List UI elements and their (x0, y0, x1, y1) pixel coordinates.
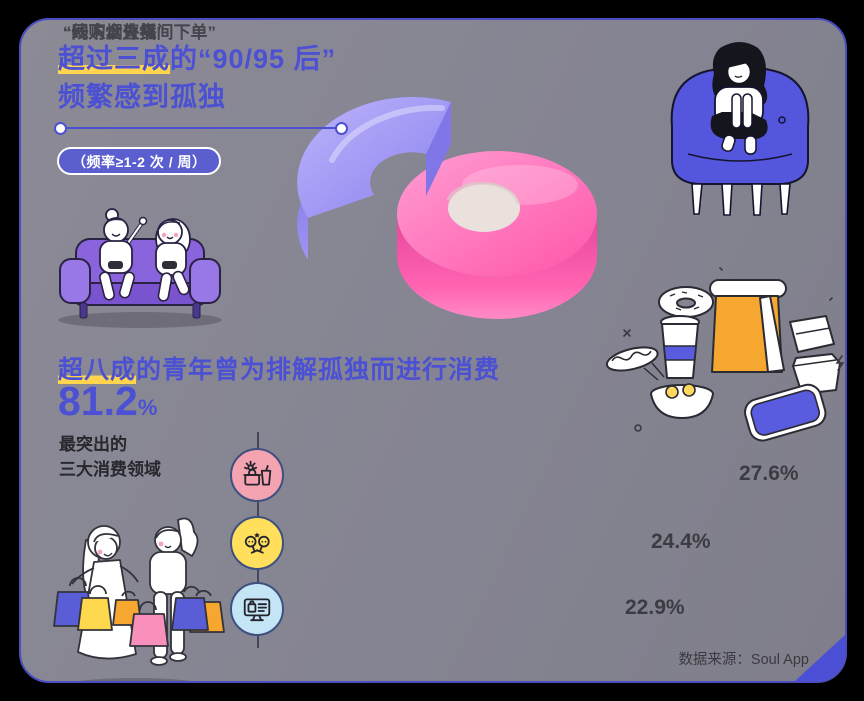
stat-value: 81.2 (58, 378, 138, 424)
bar-bubble-2 (230, 516, 284, 570)
lonely-title-line2: 频繁感到孤独 (58, 82, 226, 112)
consume-subtitle: 最突出的 三大消费领域 (59, 435, 161, 479)
infographic-card: 超过三成的“90/95 后” 频繁感到孤独 （频率≥1-2 次 / 周） (19, 18, 847, 683)
callout-dot-left (54, 122, 67, 135)
consume-stat: 81.2% (58, 378, 157, 425)
bar-label: “网购、直播间下单” (63, 23, 216, 42)
takeout-food-illustration (605, 267, 845, 442)
callout-line (60, 127, 341, 129)
shoppers-illustration (53, 517, 225, 681)
bar-value: 27.6% (739, 462, 799, 485)
donut-hole (448, 184, 520, 232)
takeout-delivery-icon (243, 460, 272, 486)
couch-gamers-illustration (58, 208, 222, 328)
consume-title: 超八成的青年曾为排解孤独而进行消费 (58, 356, 501, 384)
data-source: 数据来源：Soul App (678, 652, 809, 668)
lonely-donut-chart (297, 97, 597, 319)
cheers-glasses-icon (244, 532, 270, 554)
bar-label: “一人食外卖” (63, 23, 165, 42)
lonely-title-line1: 超过三成的“90/95 后” (58, 44, 337, 74)
online-shopping-icon (243, 598, 271, 622)
bar-value: 24.4% (651, 530, 711, 553)
bar-bubble-3 (230, 582, 284, 636)
bar-value: 22.9% (625, 596, 685, 619)
stat-unit: % (137, 395, 158, 420)
bar-bubble-1 (230, 448, 284, 502)
lonely-title: 超过三成的“90/95 后” 频繁感到孤独 (58, 40, 336, 116)
pie-slice-others (397, 151, 597, 319)
consume-title-highlight: 超八成 (58, 356, 137, 384)
lonely-person-illustration (670, 42, 810, 216)
frequency-tag: （频率≥1-2 次 / 周） (57, 147, 222, 175)
lonely-title-highlight: 超过三成 (58, 44, 170, 74)
bar-label: “线下烟火气” (63, 23, 165, 42)
callout-dot-right (335, 122, 348, 135)
